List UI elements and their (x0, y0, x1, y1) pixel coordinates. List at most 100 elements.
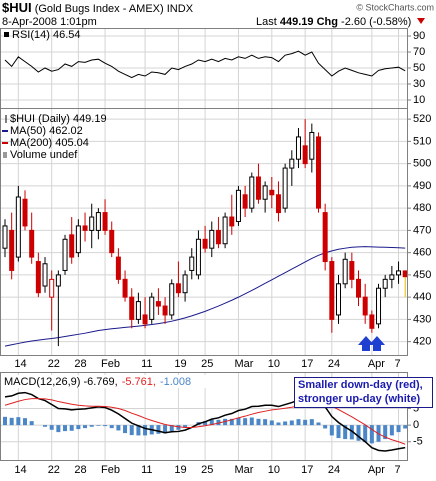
histogram-bar (63, 425, 68, 432)
x-tick-label: Apr (368, 464, 385, 476)
candle-body (95, 212, 101, 231)
candle-body (282, 167, 288, 209)
histogram-bar (276, 422, 281, 426)
x-tick-label: 11 (141, 358, 152, 370)
candle-body (135, 301, 141, 320)
histogram-bar (16, 417, 21, 426)
arrow (369, 336, 385, 351)
candle-body (322, 212, 328, 263)
histogram-bar (136, 425, 141, 436)
header-line: $HUI (Gold Bugs Index - AMEX) INDX (2, 0, 194, 15)
last-label: Last (256, 16, 277, 28)
legend-entry: MA(200) 405.04 (10, 137, 89, 149)
histogram-bar (356, 425, 361, 441)
x-tick-label: 17 (301, 464, 313, 476)
candle-body (42, 263, 48, 287)
histogram-bar (3, 416, 7, 426)
legend-entry: MA(50) 462.02 (10, 125, 83, 137)
y-tick-label: 450 (413, 269, 431, 281)
x-tick-label: 14 (14, 464, 26, 476)
candle-body (62, 238, 68, 271)
annotation: Smaller down-day (red), (298, 379, 423, 391)
chg-value: -2.60 (-0.58%) (341, 16, 411, 28)
histogram-bar (143, 425, 148, 436)
candle-body (342, 258, 348, 285)
legend-swatch (4, 32, 9, 37)
y-tick-label: 0 (413, 419, 419, 431)
x-tick-label: 22 (48, 464, 60, 476)
histogram-bar (116, 425, 121, 431)
annotation-box (294, 377, 433, 408)
panel-label: MACD(12,26,9) -6.769, -5.761, -1.008 (4, 376, 191, 388)
y-tick-label: 460 (413, 247, 431, 259)
macd-line (4, 398, 406, 445)
histogram-bar (216, 419, 221, 426)
histogram-bar (296, 419, 301, 426)
histogram-bar (369, 425, 374, 444)
candle-body (149, 296, 155, 320)
histogram-bar (209, 419, 214, 426)
y-tick-label: 520 (413, 113, 431, 125)
y-tick-label: 490 (413, 180, 431, 192)
candle-body (82, 225, 88, 231)
x-tick-label: Mar (234, 358, 253, 370)
legend-entry: $HUI (Daily) 449.19 (10, 113, 107, 125)
histogram-bar (329, 425, 334, 436)
panel-frame (0, 108, 408, 356)
histogram-bar (289, 420, 294, 426)
y-tick-label: 50 (413, 62, 425, 74)
histogram-bar (383, 425, 388, 440)
histogram-bar (123, 425, 128, 434)
y-tick-label: 500 (413, 158, 431, 170)
histogram-bar (29, 421, 34, 426)
candle-body (255, 176, 261, 200)
y-tick-label: 440 (413, 291, 431, 303)
x-tick-label: Mar (234, 464, 253, 476)
histogram-bar (169, 425, 174, 432)
candle-body (329, 261, 335, 320)
panel-label: RSI(14) 46.54 (12, 29, 80, 41)
y-tick-label: 510 (413, 135, 431, 147)
candle-body (55, 274, 61, 287)
symbol: $HUI (2, 0, 32, 15)
histogram-bar (236, 417, 241, 426)
y-tick-label: 430 (413, 313, 431, 325)
histogram-bar (229, 418, 234, 426)
candle-body (122, 278, 128, 298)
candle-body (142, 314, 148, 325)
histogram-bar (89, 425, 94, 427)
legend-swatch (3, 152, 7, 158)
candle-body (229, 216, 235, 227)
histogram-bar (243, 418, 248, 426)
x-tick-label: 24 (328, 464, 340, 476)
y-tick-label: 10 (413, 94, 425, 106)
candle-body (396, 270, 402, 276)
down-triangle (417, 18, 425, 24)
histogram-bar (323, 425, 328, 429)
candle-body (295, 136, 301, 160)
histogram-bar (183, 425, 188, 428)
x-tick-label: 7 (395, 464, 401, 476)
rsi-line (4, 50, 406, 79)
x-tick-label: 19 (174, 358, 186, 370)
candle-body (389, 274, 395, 280)
candle-body (222, 216, 228, 245)
candle-body (356, 278, 362, 298)
histogram-bar (256, 418, 261, 426)
candle-body (369, 314, 375, 329)
candle-body (289, 158, 295, 169)
chg-label: Chg (317, 16, 338, 28)
histogram-bar (303, 419, 308, 426)
candle-body (29, 229, 35, 258)
candle-body (115, 256, 121, 280)
watermark: © StockCharts.com (356, 2, 434, 12)
candle-body (175, 283, 181, 294)
histogram-bar (396, 425, 401, 433)
y-tick-label: 5 (413, 402, 419, 414)
label-part: -1.008 (160, 376, 191, 388)
y-tick-label: 420 (413, 336, 431, 348)
candle-body (309, 131, 315, 160)
y-tick-label: 90 (413, 30, 425, 42)
candle-body (75, 225, 81, 254)
histogram-bar (23, 418, 28, 426)
